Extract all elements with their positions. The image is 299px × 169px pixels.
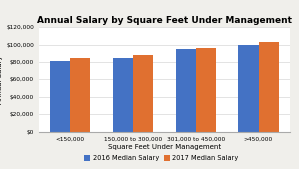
Y-axis label: Annual Salary: Annual Salary	[0, 55, 3, 104]
Bar	[259, 42, 279, 132]
Bar	[176, 49, 196, 132]
X-axis label: Square Feet Under Management: Square Feet Under Management	[108, 144, 221, 150]
Bar	[133, 55, 153, 132]
Title: Annual Salary by Square Feet Under Management: Annual Salary by Square Feet Under Manag…	[37, 16, 292, 25]
Bar	[239, 45, 259, 132]
Bar	[196, 48, 216, 132]
Bar	[113, 58, 133, 132]
Legend: 2016 Median Salary, 2017 Median Salary: 2016 Median Salary, 2017 Median Salary	[82, 153, 241, 164]
Bar	[70, 58, 90, 132]
Bar	[50, 61, 70, 132]
